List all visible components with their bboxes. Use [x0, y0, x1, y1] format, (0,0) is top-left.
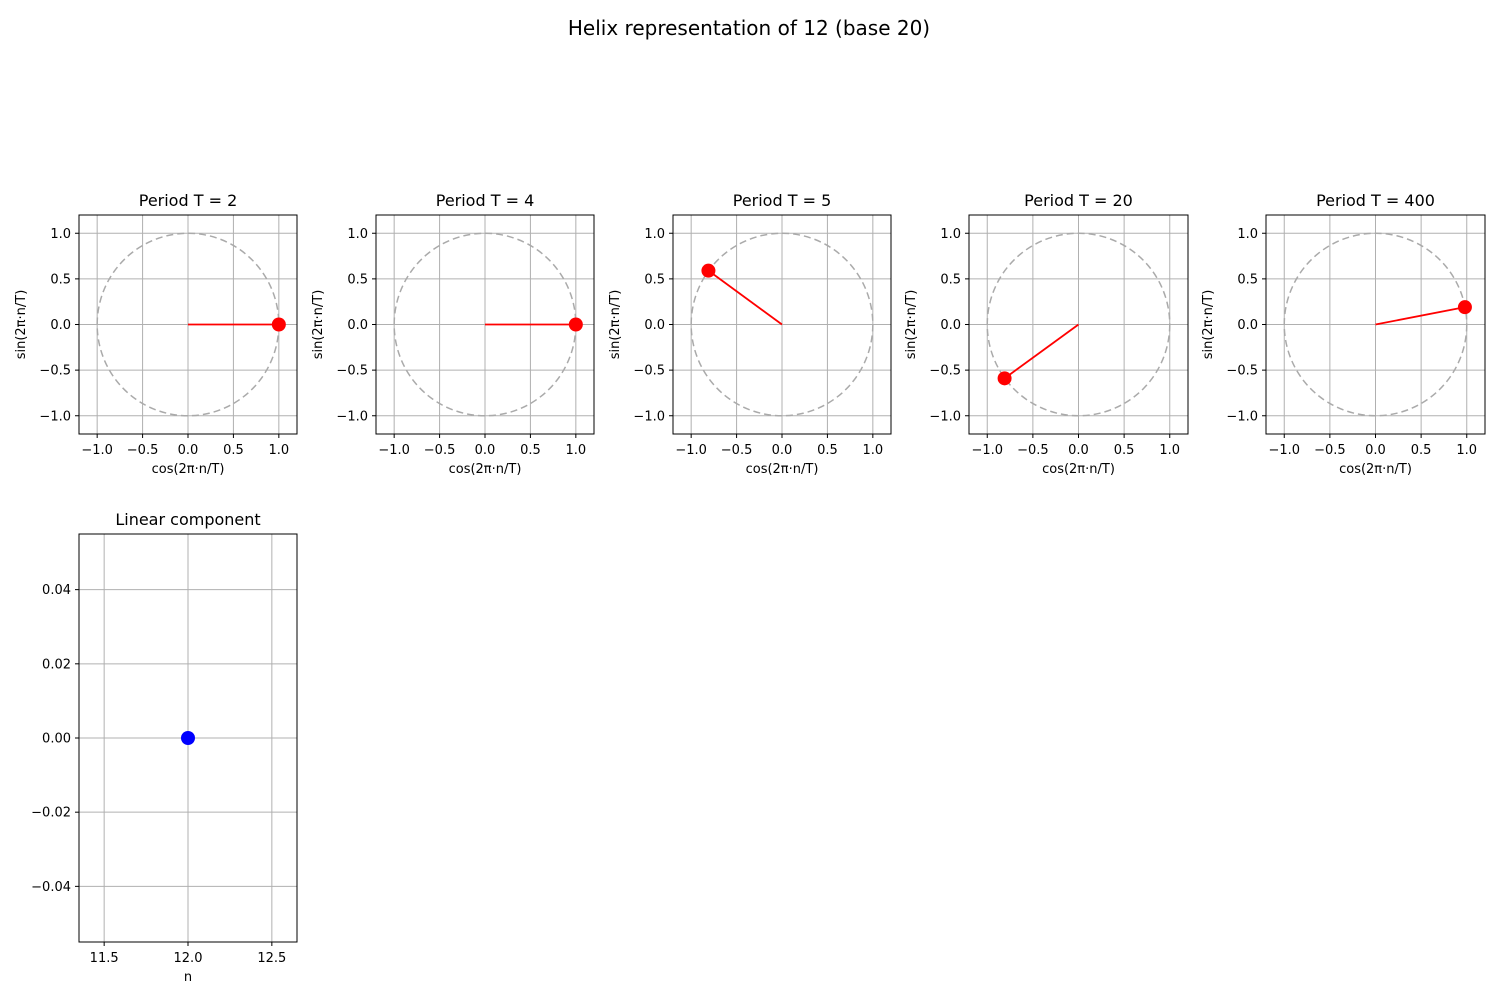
x-tick-label: 11.5 [90, 951, 119, 966]
y-tick-label: 1.0 [347, 227, 368, 242]
x-tick-label: −0.5 [424, 443, 456, 458]
x-tick-label: 0.5 [1114, 443, 1135, 458]
y-tick-label: −0.5 [633, 364, 665, 379]
data-point [1457, 300, 1472, 315]
subplot-3: −1.0 −0.5 0.0 0.5 1.0 −1.0 −0.5 0.0 0.5 1.0 Period… [608, 191, 892, 477]
subplot-title: Period T = 400 [1316, 191, 1435, 210]
x-tick-label: −0.5 [127, 443, 159, 458]
x-tick-label: −1.0 [1268, 443, 1300, 458]
y-tick-label: 0.5 [50, 272, 71, 287]
x-tick-label: 1.0 [1159, 443, 1180, 458]
subplot-title: Linear component [115, 510, 260, 529]
x-tick-label: 0.0 [1365, 443, 1386, 458]
x-tick-label: −1.0 [971, 443, 1003, 458]
x-tick-label: 1.0 [268, 443, 289, 458]
x-tick-label: 12.0 [174, 951, 203, 966]
y-tick-label: −0.02 [31, 806, 71, 821]
x-tick-label: 12.5 [257, 951, 286, 966]
x-axis-label: cos(2π·n/T) [746, 462, 819, 477]
y-tick-label: 1.0 [940, 227, 961, 242]
x-tick-label: 1.0 [565, 443, 586, 458]
x-tick-label: 0.5 [223, 443, 244, 458]
subplot-title: Period T = 5 [733, 191, 832, 210]
subplot-title: Period T = 2 [139, 191, 238, 210]
y-tick-label: −1.0 [39, 409, 71, 424]
subplot-1: −1.0 −0.5 0.0 0.5 1.0 −1.0 −0.5 0.0 0.5 1.0 Period… [14, 191, 298, 477]
data-point [997, 371, 1012, 386]
y-tick-label: −1.0 [336, 409, 368, 424]
y-tick-label: 0.0 [347, 318, 368, 333]
y-tick-label: −1.0 [633, 409, 665, 424]
y-axis-label: sin(2π·n/T) [608, 290, 623, 360]
radius-line [707, 269, 783, 326]
figure-title: Helix representation of 12 (base 20) [568, 16, 930, 40]
y-tick-label: 0.02 [42, 657, 71, 672]
x-tick-label: 1.0 [862, 443, 883, 458]
y-tick-label: 0.5 [1237, 272, 1258, 287]
x-tick-label: −0.5 [721, 443, 753, 458]
subplot-2: −1.0 −0.5 0.0 0.5 1.0 −1.0 −0.5 0.0 0.5 1.0 Period… [311, 191, 595, 477]
y-tick-label: 0.0 [940, 318, 961, 333]
x-axis-label: cos(2π·n/T) [152, 462, 225, 477]
y-axis-label: sin(2π·n/T) [1201, 290, 1216, 360]
y-tick-label: 1.0 [1237, 227, 1258, 242]
y-tick-label: −1.0 [1226, 409, 1258, 424]
data-point [181, 731, 195, 745]
subplot-panels: −1.0 −0.5 0.0 0.5 1.0 −1.0 −0.5 0.0 0.5 1.0 Period… [14, 191, 1486, 985]
y-tick-label: −0.5 [929, 364, 961, 379]
x-tick-label: 1.0 [1456, 443, 1477, 458]
y-tick-label: 0.04 [42, 583, 71, 598]
x-tick-label: 0.0 [1068, 443, 1089, 458]
subplot-6: 11.5 12.0 12.5 −0.04 −0.02 0.00 0.02 0.04 Linear… [31, 510, 298, 985]
data-point [568, 317, 583, 332]
x-tick-label: 0.0 [475, 443, 496, 458]
y-tick-label: 0.0 [1237, 318, 1258, 333]
y-tick-label: 1.0 [644, 227, 665, 242]
subplot-title: Period T = 4 [436, 191, 535, 210]
x-tick-label: 0.5 [817, 443, 838, 458]
y-tick-label: −0.5 [39, 364, 71, 379]
y-tick-label: 0.5 [347, 272, 368, 287]
y-axis-label: sin(2π·n/T) [311, 290, 326, 360]
y-tick-label: 0.0 [644, 318, 665, 333]
radius-line [1375, 306, 1466, 326]
x-tick-label: 0.5 [1411, 443, 1432, 458]
y-tick-label: −0.04 [31, 880, 71, 895]
x-axis-label: cos(2π·n/T) [449, 462, 522, 477]
radius-line [1004, 323, 1080, 380]
y-tick-label: 1.0 [50, 227, 71, 242]
x-axis-label: n [184, 970, 192, 985]
y-tick-label: 0.5 [940, 272, 961, 287]
x-axis-label: cos(2π·n/T) [1339, 462, 1412, 477]
data-point [701, 263, 716, 278]
y-axis-label: sin(2π·n/T) [904, 290, 919, 360]
subplot-5: −1.0 −0.5 0.0 0.5 1.0 −1.0 −0.5 0.0 0.5 1.0 Period… [1201, 191, 1486, 477]
unit-circle [690, 232, 874, 417]
y-tick-label: −0.5 [1226, 364, 1258, 379]
y-tick-label: 0.5 [644, 272, 665, 287]
x-tick-label: −0.5 [1314, 443, 1346, 458]
y-tick-label: 0.0 [50, 318, 71, 333]
subplot-title: Period T = 20 [1024, 191, 1133, 210]
unit-circle [986, 232, 1171, 417]
x-tick-label: −0.5 [1017, 443, 1049, 458]
x-tick-label: −1.0 [81, 443, 113, 458]
y-tick-label: −1.0 [929, 409, 961, 424]
x-axis-label: cos(2π·n/T) [1042, 462, 1115, 477]
data-point [271, 317, 286, 332]
x-tick-label: −1.0 [378, 443, 410, 458]
y-tick-label: 0.00 [42, 732, 71, 747]
x-tick-label: 0.0 [178, 443, 199, 458]
x-tick-label: 0.0 [772, 443, 793, 458]
y-tick-label: −0.5 [336, 364, 368, 379]
x-tick-label: −1.0 [675, 443, 707, 458]
x-tick-label: 0.5 [520, 443, 541, 458]
y-axis-label: sin(2π·n/T) [14, 290, 29, 360]
subplot-4: −1.0 −0.5 0.0 0.5 1.0 −1.0 −0.5 0.0 0.5 1.0 Period… [904, 191, 1189, 477]
unit-circle [1283, 232, 1468, 417]
